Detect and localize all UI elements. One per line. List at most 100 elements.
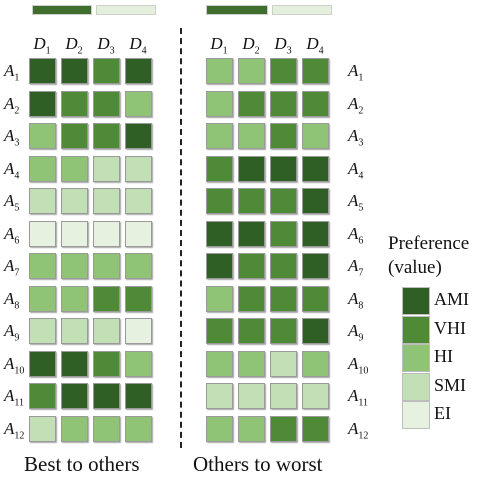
row-label-a7-subscript: 7 — [14, 267, 20, 279]
cell — [302, 350, 329, 377]
row-label-a8: A8 — [348, 289, 363, 311]
row-label-a5: A5 — [4, 191, 19, 213]
column-header-d3-letter: D — [274, 34, 287, 53]
cell — [238, 285, 265, 312]
row-label-a10-subscript: 10 — [358, 364, 369, 376]
column-header-d2-letter: D — [242, 34, 255, 53]
row-label-a8-letter: A — [4, 288, 15, 308]
cell — [270, 253, 297, 279]
row-label-a12-letter: A — [4, 418, 15, 438]
row-label-a8-subscript: 8 — [14, 299, 20, 311]
row-label-a1-subscript: 1 — [358, 72, 364, 84]
cell — [302, 415, 329, 442]
legend-swatch-ei — [402, 401, 430, 429]
legend-swatch-hi — [402, 344, 430, 372]
column-header-d1-letter: D — [210, 34, 223, 53]
row-label-a7-subscript: 7 — [358, 267, 364, 279]
row-label-a4: A4 — [348, 159, 363, 181]
cell — [206, 123, 233, 149]
cell — [29, 123, 56, 149]
left-dark-bar — [32, 5, 92, 15]
row-label-a9-subscript: 9 — [358, 332, 364, 344]
cell — [206, 90, 233, 117]
row-label-a5-subscript: 5 — [14, 202, 20, 214]
cell — [61, 318, 88, 344]
legend-title-line2: (value) — [388, 257, 442, 278]
cell — [270, 220, 297, 247]
cell — [61, 285, 88, 312]
row-label-a12-letter: A — [348, 418, 359, 438]
cell — [206, 155, 233, 182]
caption-others-to-worst: Others to worst — [193, 452, 323, 476]
row-label-a10: A10 — [348, 354, 368, 376]
cell — [302, 285, 329, 312]
row-label-a1-letter: A — [348, 61, 359, 80]
cell — [93, 415, 120, 442]
cell — [61, 123, 88, 149]
legend-swatch-smi — [402, 372, 430, 401]
row-label-a9-subscript: 9 — [14, 332, 20, 344]
cell — [238, 90, 265, 117]
cell — [29, 253, 56, 279]
cell — [270, 188, 297, 214]
column-header-d1: D1 — [27, 34, 57, 56]
cell — [238, 253, 265, 279]
row-label-a1: A1 — [348, 61, 363, 83]
legend-label-smi: SMI — [434, 374, 467, 395]
cell — [29, 415, 56, 442]
cell — [238, 123, 265, 149]
panel-divider — [180, 28, 182, 448]
cell — [270, 123, 297, 149]
cell — [270, 383, 297, 409]
row-label-a2: A2 — [4, 94, 19, 116]
row-label-a3: A3 — [348, 126, 363, 148]
cell — [302, 90, 329, 117]
column-header-d4-letter: D — [129, 34, 142, 53]
column-header-d1: D1 — [204, 34, 234, 56]
row-label-a1: A1 — [4, 61, 19, 83]
column-header-d3-letter: D — [97, 34, 110, 53]
row-label-a11-letter: A — [348, 386, 359, 405]
column-header-d1-subscript: 1 — [222, 45, 228, 57]
column-header-d3: D3 — [91, 34, 121, 56]
row-label-a7-letter: A — [4, 256, 15, 275]
row-label-a12-subscript: 12 — [14, 429, 25, 441]
cell — [302, 188, 329, 214]
right-dark-bar — [206, 5, 268, 15]
cell — [270, 58, 297, 84]
cell — [61, 220, 88, 247]
cell — [270, 90, 297, 117]
cell — [29, 90, 56, 117]
cell — [206, 383, 233, 409]
cell — [302, 220, 329, 247]
cell — [302, 383, 329, 409]
row-label-a4: A4 — [4, 159, 19, 181]
cell — [125, 415, 152, 442]
cell — [302, 253, 329, 279]
row-label-a11: A11 — [4, 386, 24, 408]
cell — [29, 350, 56, 377]
row-label-a9-letter: A — [348, 321, 359, 340]
cell — [93, 350, 120, 377]
column-header-d4: D4 — [300, 34, 330, 56]
cell — [93, 188, 120, 214]
column-header-d2-letter: D — [65, 34, 78, 53]
cell — [125, 188, 152, 214]
cell — [238, 318, 265, 344]
row-label-a12: A12 — [348, 419, 368, 441]
row-label-a10-subscript: 10 — [14, 364, 25, 376]
cell — [125, 350, 152, 377]
cell — [270, 318, 297, 344]
row-label-a5-letter: A — [4, 191, 15, 210]
row-label-a6-letter: A — [4, 223, 15, 243]
cell — [29, 155, 56, 182]
row-label-a3-letter: A — [4, 126, 15, 145]
cell — [125, 383, 152, 409]
row-label-a12: A12 — [4, 419, 24, 441]
cell — [93, 383, 120, 409]
column-header-d4-letter: D — [306, 34, 319, 53]
left-light-bar — [96, 5, 156, 15]
cell — [125, 318, 152, 344]
cell — [93, 123, 120, 149]
cell — [302, 58, 329, 84]
